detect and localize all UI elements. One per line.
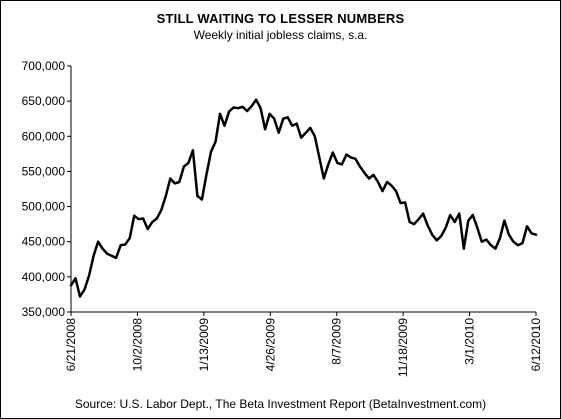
x-tick-label: 11/18/2009 xyxy=(396,318,410,377)
x-tick-label: 10/2/2008 xyxy=(130,318,144,372)
y-tick-label: 700,000 xyxy=(22,59,66,73)
y-tick-label: 350,000 xyxy=(22,305,66,319)
x-tick-label: 6/12/2010 xyxy=(529,318,543,372)
y-tick-label: 650,000 xyxy=(22,94,66,108)
y-tick-label: 450,000 xyxy=(22,235,66,249)
x-tick-label: 8/7/2009 xyxy=(330,318,344,365)
y-tick-label: 400,000 xyxy=(22,270,66,284)
y-tick-label: 600,000 xyxy=(22,129,66,143)
x-tick-label: 4/26/2009 xyxy=(263,318,277,372)
y-tick-label: 500,000 xyxy=(22,200,66,214)
chart-source: Source: U.S. Labor Dept., The Beta Inves… xyxy=(74,397,487,411)
x-tick-label: 3/1/2010 xyxy=(463,318,477,365)
x-tick-label: 6/21/2008 xyxy=(64,318,78,372)
chart-title: STILL WAITING TO LESSER NUMBERS xyxy=(156,11,405,26)
x-tick-label: 1/13/2009 xyxy=(197,318,211,372)
series-line xyxy=(69,98,538,298)
chart-subtitle: Weekly initial jobless claims, s.a. xyxy=(193,28,368,42)
y-tick-label: 550,000 xyxy=(22,164,66,178)
